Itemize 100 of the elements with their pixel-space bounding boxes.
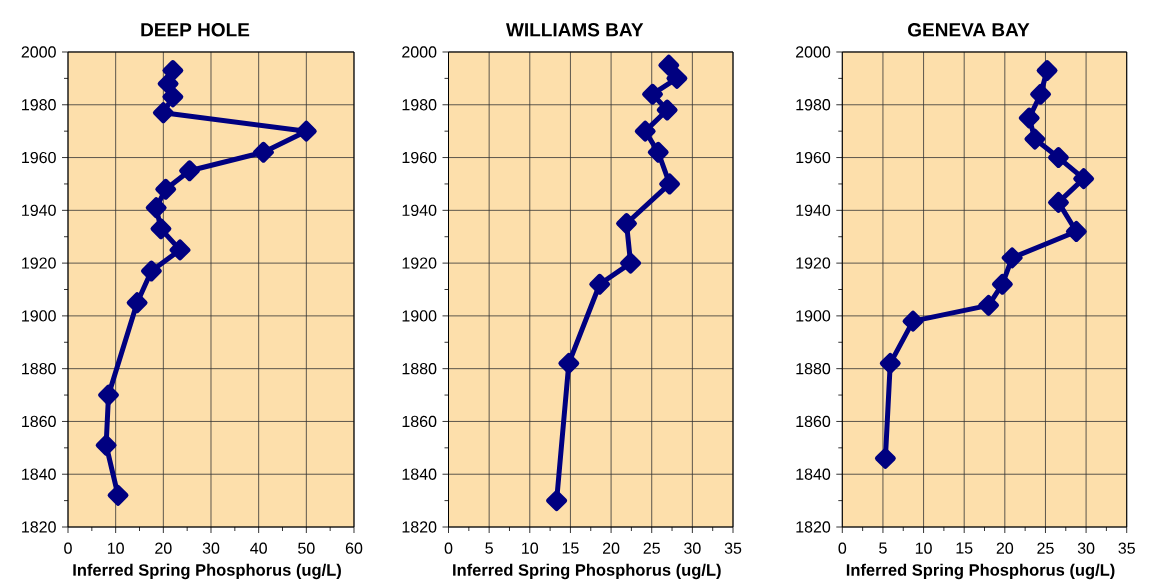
y-tick-label: 1840 [796,468,831,480]
point [253,141,274,163]
y-tick-label: 1980 [796,99,831,111]
y-tick-label: 2000 [796,46,831,58]
x-tick-label: 20 [602,542,620,554]
y-tick-label: 1900 [402,310,437,322]
point [658,54,680,76]
point [295,120,317,142]
x-tick-label: 15 [956,542,973,554]
point [95,434,117,456]
y-tick-label: 1900 [22,310,56,322]
point [616,213,637,234]
x-tick-label: 25 [1037,542,1054,554]
point [152,102,174,124]
x-tick-label: 10 [915,542,932,554]
point [1048,147,1069,168]
point [647,141,669,163]
x-tick-label: 30 [684,542,701,554]
point [107,484,129,506]
point [1001,247,1023,269]
x-tick-label: 40 [250,542,267,554]
y-tick-label: 1860 [22,415,56,428]
y-tick-label: 2000 [21,46,56,58]
point [1030,83,1051,105]
point [879,352,901,374]
point [157,73,179,95]
point [558,352,580,374]
x-tick-label: 20 [996,542,1014,554]
y-tick-label: 1900 [796,310,831,322]
x-axis-title: Inferred Spring Phosphorus (ug/L) [73,563,341,580]
y-tick-label: 1840 [402,468,437,480]
y-tick-label: 1860 [796,415,831,428]
point [1036,60,1058,81]
point [150,218,172,240]
point [145,197,167,219]
y-tick-label: 1920 [402,257,437,269]
x-tick-label: 0 [838,542,847,554]
point [546,490,568,512]
x-tick-label: 0 [64,542,72,554]
y-tick-label: 1880 [402,363,437,375]
x-tick-label: 0 [444,542,453,554]
point [1018,107,1040,129]
x-tick-label: 10 [522,542,539,554]
y-tick-label: 1980 [402,99,437,111]
y-tick-label: 1980 [22,99,56,111]
point [98,384,119,406]
y-tick-label: 1940 [22,204,56,216]
point [991,273,1013,295]
point [874,447,896,469]
y-tick-label: 1940 [402,204,437,216]
point [1073,168,1095,190]
chart-title: GENEVA BAY [908,23,1030,37]
x-tick-label: 10 [107,542,124,554]
point [642,83,663,105]
x-tick-label: 60 [345,542,363,554]
y-tick-label: 2000 [402,46,437,58]
y-tick-label: 1880 [22,363,56,375]
point [126,292,148,314]
point [978,294,999,316]
x-tick-label: 30 [1077,542,1095,554]
chart-title: DEEP HOLE [141,23,250,37]
y-tick-label: 1820 [796,521,831,533]
x-tick-label: 30 [202,542,220,554]
point [1065,221,1087,242]
point [1024,128,1046,150]
x-tick-label: 20 [155,542,172,554]
x-tick-label: 5 [485,542,493,554]
y-tick-label: 1820 [22,521,56,533]
point [666,67,688,89]
point [162,86,184,108]
y-tick-label: 1920 [22,257,56,269]
x-tick-label: 50 [298,542,315,554]
point [155,178,177,200]
point [179,160,200,182]
x-tick-label: 35 [724,542,742,554]
y-tick-label: 1840 [22,468,56,480]
x-tick-label: 25 [643,542,660,554]
point [162,60,184,81]
point [1048,192,1069,213]
x-axis-title: Inferred Spring Phosphorus (ug/L) [846,563,1115,580]
x-tick-label: 15 [562,542,579,554]
point [656,99,678,121]
chart-title: WILLIAMS BAY [505,23,644,37]
y-tick-label: 1820 [402,521,437,533]
point [169,239,191,261]
y-tick-label: 1920 [796,257,831,269]
point [634,120,656,142]
y-tick-label: 1940 [796,204,831,216]
y-tick-label: 1860 [402,415,437,428]
y-tick-label: 1960 [796,151,831,164]
x-tick-label: 35 [1118,542,1135,554]
point [659,173,681,195]
x-axis-title: Inferred Spring Phosphorus (ug/L) [453,563,721,580]
point [141,260,162,282]
point [902,310,924,332]
point [620,252,642,274]
x-tick-label: 5 [879,542,887,554]
y-tick-label: 1960 [22,151,56,164]
y-tick-label: 1960 [402,151,437,164]
y-tick-label: 1880 [796,363,831,375]
